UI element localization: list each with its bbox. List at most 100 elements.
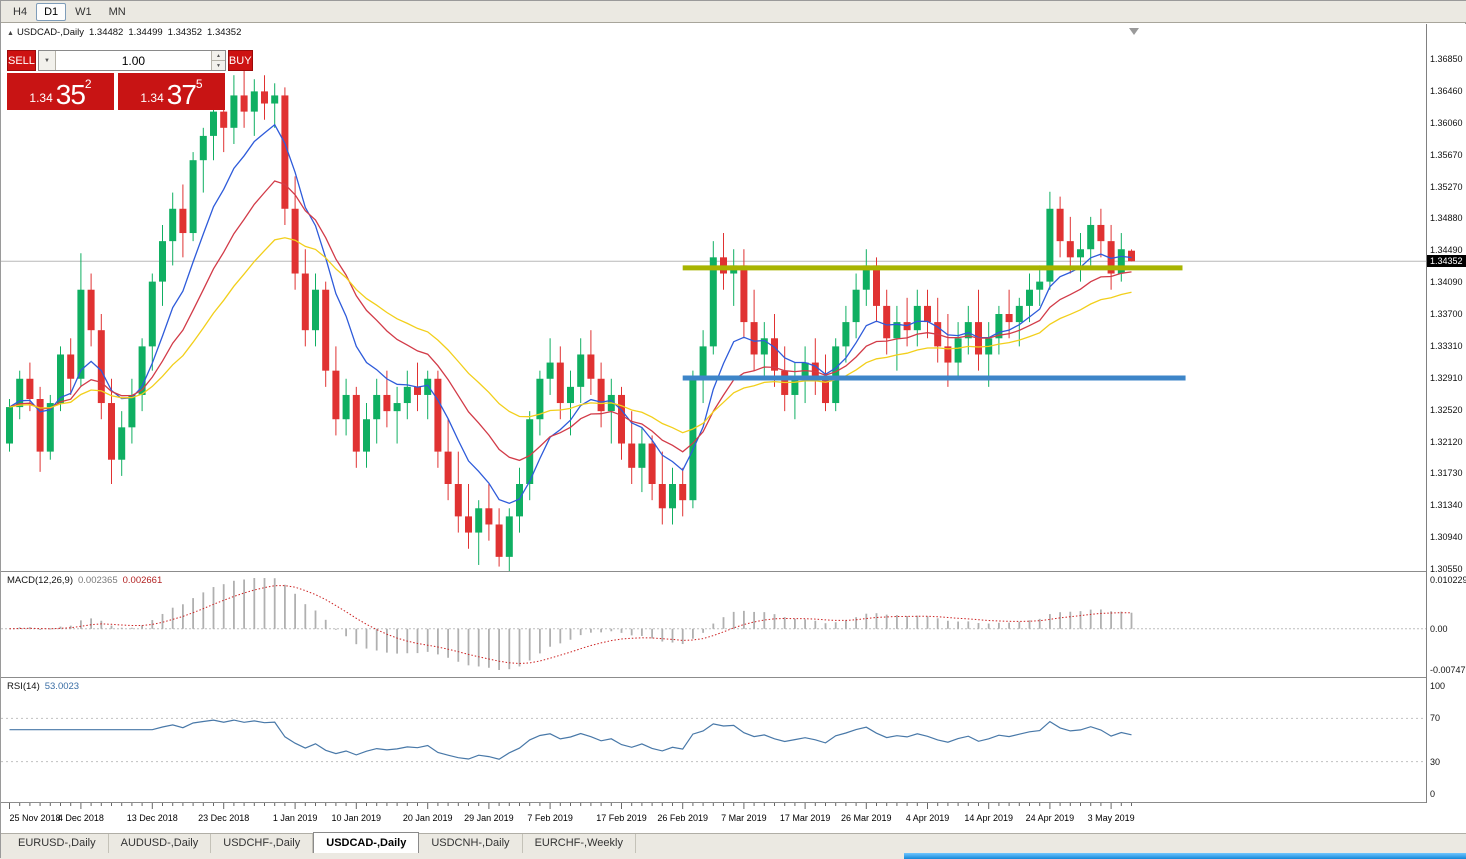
- volume-dropdown-button[interactable]: ▼: [39, 51, 56, 70]
- pane-separator: [1, 802, 1466, 803]
- bottom-strip: [1, 853, 1466, 859]
- price-axis-label: 1.31730: [1430, 468, 1463, 478]
- chart-tab-usdcnh-daily[interactable]: USDCNH-,Daily: [419, 834, 522, 853]
- date-label: 17 Mar 2019: [780, 813, 831, 823]
- rsi-axis-label: 0: [1430, 789, 1435, 799]
- taskbar-edge: [904, 853, 1466, 859]
- date-label: 10 Jan 2019: [332, 813, 382, 823]
- chart-tab-audusd-daily[interactable]: AUDUSD-,Daily: [109, 834, 212, 853]
- date-label: 3 May 2019: [1088, 813, 1135, 823]
- volume-increase-button[interactable]: ▲: [212, 51, 225, 61]
- volume-decrease-button[interactable]: ▼: [212, 61, 225, 70]
- rsi-axis-label: 30: [1430, 757, 1440, 767]
- macd-pane: MACD(12,26,9) 0.002365 0.002661: [1, 572, 1426, 677]
- macd-axis-label: 0.00: [1430, 624, 1448, 634]
- price-axis-label: 1.34880: [1430, 213, 1463, 223]
- date-label: 14 Apr 2019: [964, 813, 1013, 823]
- ohlc-open: 1.34482: [89, 27, 123, 38]
- price-axis-label: 1.36460: [1430, 86, 1463, 96]
- volume-input[interactable]: [56, 51, 211, 70]
- date-label: 24 Apr 2019: [1026, 813, 1075, 823]
- price-axis-label: 1.30550: [1430, 564, 1463, 574]
- date-label: 25 Nov 2018: [9, 813, 60, 823]
- price-axis[interactable]: 1.34352 1.36850 1.36460 1.36060 1.35670 1.35…: [1426, 24, 1466, 803]
- date-label: 26 Mar 2019: [841, 813, 892, 823]
- date-label: 13 Dec 2018: [127, 813, 178, 823]
- pane-separator[interactable]: [1, 677, 1466, 678]
- timeframe-tab-h4[interactable]: H4: [5, 3, 35, 21]
- price-axis-label: 1.36060: [1430, 118, 1463, 128]
- timeframe-tab-w1[interactable]: W1: [67, 3, 100, 21]
- sell-price-box[interactable]: 1.34 35 2: [7, 73, 114, 110]
- date-label: 4 Apr 2019: [906, 813, 950, 823]
- chart-tab-eurchf-weekly[interactable]: EURCHF-,Weekly: [523, 834, 636, 853]
- rsi-chart-canvas: [1, 678, 1426, 802]
- buy-price-box[interactable]: 1.34 37 5: [118, 73, 225, 110]
- one-click-trading-panel: SELL ▼ ▲ ▼ BUY 1.34 35 2 1: [7, 50, 228, 110]
- date-label: 26 Feb 2019: [657, 813, 708, 823]
- chevron-down-icon: ▼: [44, 58, 50, 64]
- symbol-marker-icon: ▲: [7, 30, 14, 37]
- price-axis-label: 1.32520: [1430, 405, 1463, 415]
- price-axis-label: 1.34090: [1430, 277, 1463, 287]
- price-axis-label: 1.31340: [1430, 500, 1463, 510]
- price-axis-label: 1.32120: [1430, 437, 1463, 447]
- current-price-label: 1.34352: [1427, 255, 1466, 267]
- date-label: 7 Mar 2019: [721, 813, 767, 823]
- chart-tab-usdchf-daily[interactable]: USDCHF-,Daily: [211, 834, 313, 853]
- macd-header: MACD(12,26,9) 0.002365 0.002661: [7, 575, 162, 586]
- buy-price-big: 37: [167, 82, 196, 109]
- price-axis-label: 1.33700: [1430, 309, 1463, 319]
- timeframe-tab-mn[interactable]: MN: [101, 3, 134, 21]
- rsi-axis-label: 70: [1430, 713, 1440, 723]
- buy-price-base: 1.34: [140, 91, 163, 105]
- ohlc-low: 1.34352: [168, 27, 202, 38]
- price-axis-label: 1.35670: [1430, 150, 1463, 160]
- sell-price-base: 1.34: [29, 91, 52, 105]
- buy-button[interactable]: BUY: [228, 50, 253, 71]
- buy-price-sup: 5: [196, 77, 203, 91]
- rsi-axis-label: 100: [1430, 681, 1445, 691]
- timeframe-tab-d1[interactable]: D1: [36, 3, 66, 21]
- price-axis-label: 1.32910: [1430, 373, 1463, 383]
- sell-button[interactable]: SELL: [7, 50, 36, 71]
- date-label: 7 Feb 2019: [527, 813, 573, 823]
- ohlc-high: 1.34499: [128, 27, 162, 38]
- macd-axis-label: -0.007477: [1430, 665, 1466, 675]
- date-label: 20 Jan 2019: [403, 813, 453, 823]
- price-axis-label: 1.35270: [1430, 182, 1463, 192]
- chart-tab-eurusd-daily[interactable]: EURUSD-,Daily: [6, 834, 109, 853]
- rsi-header: RSI(14)53.0023: [7, 681, 79, 692]
- pane-separator[interactable]: [1, 571, 1466, 572]
- chart-ohlc-header: ▲USDCAD-,Daily 1.34482 1.34499 1.34352 1.343…: [7, 27, 241, 38]
- chart-shift-marker[interactable]: [1129, 28, 1139, 35]
- volume-control: ▼ ▲ ▼: [38, 50, 226, 71]
- ohlc-close: 1.34352: [207, 27, 241, 38]
- price-axis-label: 1.30940: [1430, 532, 1463, 542]
- date-label: 17 Feb 2019: [596, 813, 647, 823]
- macd-axis-label: 0.010229: [1430, 575, 1466, 585]
- macd-label: MACD(12,26,9): [7, 575, 73, 586]
- sell-price-big: 35: [56, 82, 85, 109]
- spinner-up-icon: ▲: [216, 53, 221, 59]
- sell-price-sup: 2: [85, 77, 92, 91]
- price-axis-label: 1.34490: [1430, 245, 1463, 255]
- rsi-value: 53.0023: [45, 681, 79, 692]
- price-axis-label: 1.33310: [1430, 341, 1463, 351]
- chart-tab-usdcad-daily[interactable]: USDCAD-,Daily: [313, 832, 419, 853]
- macd-main-value: 0.002365: [78, 575, 118, 586]
- macd-signal-value: 0.002661: [123, 575, 163, 586]
- date-label: 23 Dec 2018: [198, 813, 249, 823]
- spinner-down-icon: ▼: [216, 63, 221, 69]
- date-label: 29 Jan 2019: [464, 813, 514, 823]
- chart-symbol-label: USDCAD-,Daily: [17, 27, 84, 38]
- price-axis-label: 1.36850: [1430, 54, 1463, 64]
- date-label: 1 Jan 2019: [273, 813, 318, 823]
- volume-stepper: ▲ ▼: [211, 51, 225, 70]
- date-label: 4 Dec 2018: [58, 813, 104, 823]
